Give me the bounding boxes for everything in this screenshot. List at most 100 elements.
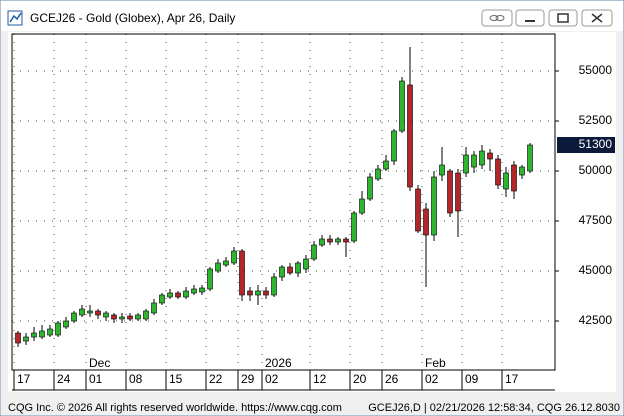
candle-body <box>519 166 525 176</box>
last-price-box <box>557 137 615 153</box>
candle-body <box>255 290 261 296</box>
candle-body <box>167 292 173 298</box>
candle-body <box>175 292 181 298</box>
x-tick-label: 22 <box>209 372 223 386</box>
link-button[interactable] <box>481 9 513 27</box>
candle-body <box>95 310 101 316</box>
candle-body <box>47 328 53 336</box>
month-label: Dec <box>89 356 110 370</box>
x-tick-label: 08 <box>129 372 143 386</box>
x-tick-label: 17 <box>505 372 519 386</box>
candle-body <box>135 314 141 320</box>
x-tick-label: 12 <box>313 372 327 386</box>
y-tick-label: 42500 <box>579 313 613 327</box>
x-tick-label: 29 <box>241 372 255 386</box>
candle-body <box>31 332 37 338</box>
app-icon <box>7 10 23 26</box>
candle-body <box>143 310 149 320</box>
candle-body <box>207 268 213 290</box>
candle-body <box>191 288 197 294</box>
candle-body <box>151 302 157 314</box>
candle-body <box>503 172 509 190</box>
candle-body <box>343 238 349 243</box>
x-tick-label: 24 <box>57 372 71 386</box>
candle-body <box>79 308 85 316</box>
candle-body <box>399 80 405 132</box>
x-tick-label: 09 <box>465 372 479 386</box>
candle-body <box>15 332 21 344</box>
x-tick-label: 20 <box>353 372 367 386</box>
candle-body <box>327 238 333 243</box>
candle-body <box>159 294 165 304</box>
candle-body <box>303 258 309 270</box>
candle-body <box>447 170 453 214</box>
candle-body <box>295 262 301 274</box>
candle-body <box>407 84 413 188</box>
candle-body <box>319 238 325 246</box>
candle-body <box>471 154 477 168</box>
candle-body <box>23 336 29 342</box>
candle-body <box>479 150 485 166</box>
candle-body <box>71 312 77 322</box>
footer-copyright: CQG Inc. © 2026 All rights reserved worl… <box>8 402 342 414</box>
chart-area <box>8 32 616 392</box>
candle-body <box>351 212 357 242</box>
candle-body <box>359 198 365 214</box>
month-label: Feb <box>425 356 446 370</box>
month-label: 2026 <box>265 356 292 370</box>
x-tick-label: 01 <box>89 372 103 386</box>
candle-body <box>487 152 493 160</box>
candle-body <box>439 164 445 176</box>
candle-body <box>183 290 189 298</box>
candle-body <box>127 315 133 320</box>
candle-body <box>423 208 429 236</box>
candle-body <box>263 290 269 296</box>
maximize-button[interactable] <box>548 9 578 27</box>
x-tick-label: 15 <box>169 372 183 386</box>
candle-body <box>39 330 45 338</box>
footer-status: GCEJ26,D | 02/21/2026 12:58:34, CQG 26.1… <box>368 402 620 414</box>
candle-body <box>463 154 469 174</box>
candle-body <box>367 176 373 200</box>
plot-frame <box>11 33 556 371</box>
window-title: GCEJ26 - Gold (Globex), Apr 26, Daily <box>30 11 235 25</box>
candle-body <box>415 188 421 232</box>
candle-body <box>495 158 501 186</box>
candle-body <box>455 172 461 212</box>
y-tick-label: 52500 <box>579 113 613 127</box>
candle-body <box>223 260 229 266</box>
candle-body <box>119 316 125 320</box>
y-tick-label: 50000 <box>579 163 613 177</box>
close-button[interactable] <box>581 9 613 27</box>
x-tick-label: 26 <box>385 372 399 386</box>
x-tick-label: 02 <box>425 372 439 386</box>
candle-body <box>511 164 517 192</box>
candle-body <box>87 310 93 314</box>
candle-body <box>335 238 341 243</box>
candle-body <box>111 314 117 320</box>
y-tick-label: 55000 <box>579 63 613 77</box>
y-tick-label: 47500 <box>579 213 613 227</box>
minimize-button[interactable] <box>515 9 545 27</box>
candle-body <box>271 276 277 296</box>
x-tick-label: 17 <box>17 372 31 386</box>
candle-body <box>239 250 245 296</box>
candle-body <box>215 262 221 272</box>
last-price-label: 51300 <box>579 137 613 151</box>
candle-body <box>247 290 253 296</box>
candle-body <box>279 266 285 278</box>
candle-body <box>391 130 397 162</box>
y-tick-label: 45000 <box>579 263 613 277</box>
candle-body <box>311 244 317 260</box>
x-tick-label: 02 <box>265 372 279 386</box>
candle-body <box>199 287 205 293</box>
candle-body <box>63 320 69 328</box>
candle-body <box>383 160 389 170</box>
candle-body <box>375 168 381 180</box>
candle-body <box>287 266 293 274</box>
candle-body <box>103 312 109 318</box>
candle-body <box>431 176 437 236</box>
candle-body <box>231 250 237 264</box>
candle-body <box>55 322 61 336</box>
